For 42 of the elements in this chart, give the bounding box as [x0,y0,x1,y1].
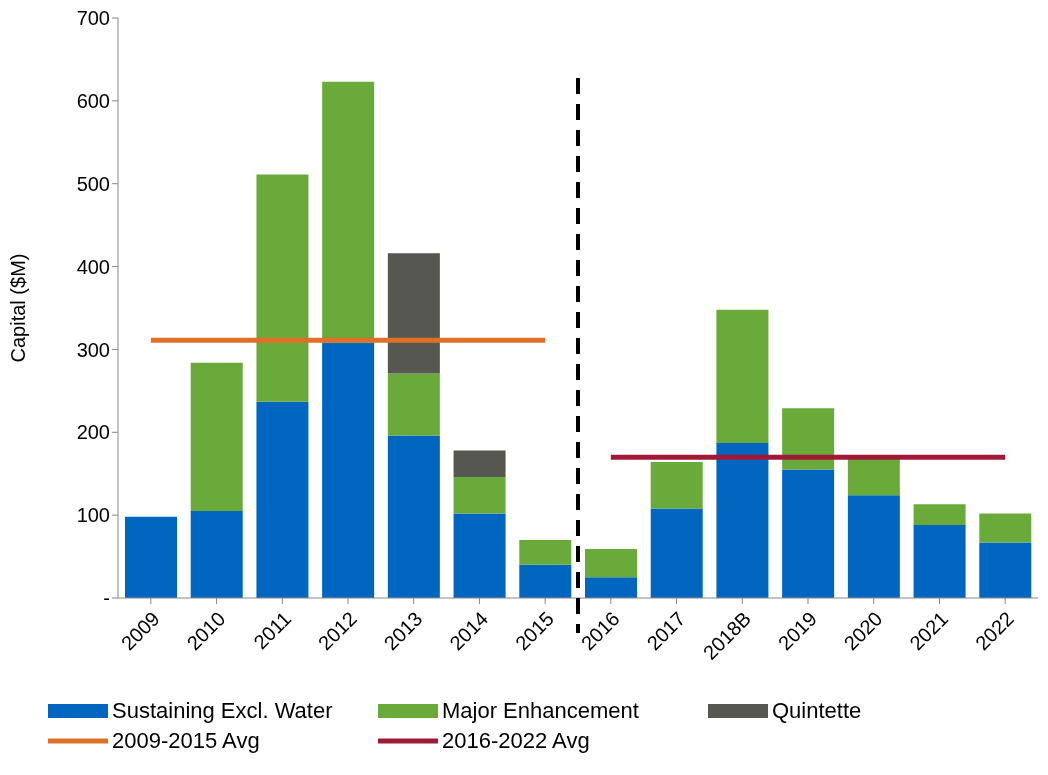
bar [519,564,572,598]
bar [979,542,1032,598]
bar [387,253,440,374]
bar [519,540,572,565]
bar [782,469,835,598]
bar [585,549,637,578]
y-tick-label: 200 [76,421,110,444]
bar [387,373,440,436]
bar [913,525,966,598]
bar [125,516,177,598]
bar [585,577,637,598]
bar [190,362,243,511]
bar [913,504,966,526]
bar [453,513,506,598]
bar [453,477,506,514]
bar [256,401,309,598]
y-tick-label: 500 [76,172,110,195]
bar [650,462,703,509]
bar [387,435,440,598]
y-axis-title: Capital ($M) [7,253,30,363]
legend-label: Major Enhancement [442,698,639,724]
legend-label: Quintette [772,698,862,724]
bar [716,309,769,444]
y-tick-label: 400 [76,255,110,278]
y-tick-label: 600 [76,89,110,112]
bar [979,513,1032,543]
y-tick-label: 100 [76,504,110,527]
bar [650,508,703,598]
bar [716,443,769,598]
y-tick-label: 300 [76,338,110,361]
bar [782,408,835,470]
bar [322,342,375,598]
y-tick-label: - [103,587,110,610]
legend-label: Sustaining Excl. Water [112,698,333,724]
bar [453,450,506,478]
bar [256,174,309,402]
y-tick-label: 700 [76,7,110,30]
bar [847,495,900,598]
bar [847,457,900,496]
legend-label: 2016-2022 Avg [442,728,590,754]
bar [190,511,243,598]
legend-label: 2009-2015 Avg [112,728,260,754]
